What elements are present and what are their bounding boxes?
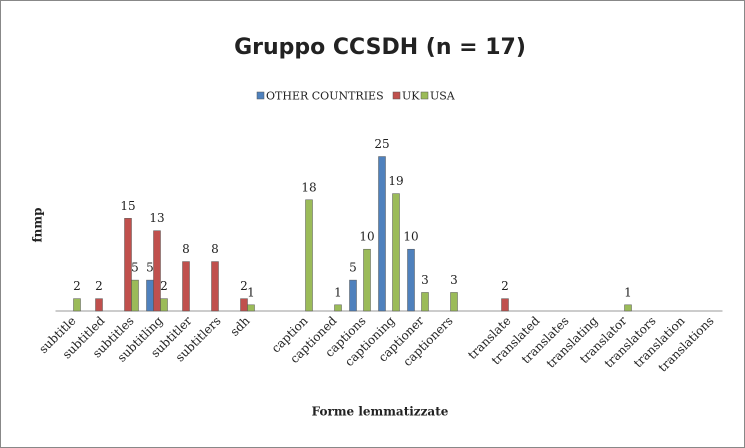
bar: [124, 218, 132, 312]
bar: [421, 292, 429, 312]
bar: [153, 230, 161, 312]
bar: [95, 298, 103, 312]
data-label: 5: [131, 261, 139, 275]
data-label: 3: [450, 273, 458, 287]
x-axis-label: Forme lemmatizzate: [312, 405, 449, 419]
data-label: 2: [240, 279, 248, 293]
bar: [73, 298, 81, 312]
legend-label: USA: [430, 90, 456, 103]
data-label: 2: [95, 279, 103, 293]
bar: [349, 279, 357, 312]
data-label: 1: [247, 285, 255, 299]
data-label: 2: [160, 279, 168, 293]
bar: [450, 292, 458, 312]
legend-label: OTHER COUNTRIES: [266, 90, 384, 103]
data-label: 1: [624, 285, 632, 299]
legend-swatch: [256, 91, 265, 100]
bar: [240, 298, 248, 312]
data-label: 15: [120, 199, 135, 213]
data-label: 13: [149, 211, 164, 225]
bar: [378, 156, 386, 312]
bar: [624, 304, 632, 312]
data-label: 19: [388, 174, 403, 188]
legend-swatch: [420, 91, 429, 100]
bar: [182, 261, 190, 312]
data-label: 2: [73, 279, 81, 293]
bar: [247, 304, 255, 312]
bar: [334, 304, 342, 312]
legend-swatch: [392, 91, 401, 100]
data-label: 25: [374, 137, 389, 151]
data-label: 8: [182, 242, 190, 256]
data-label: 5: [349, 261, 357, 275]
data-label: 3: [421, 273, 429, 287]
bar: [146, 279, 154, 312]
legend-label: UK: [402, 90, 420, 103]
y-axis-label: fnmp: [31, 208, 45, 243]
bar: [501, 298, 509, 312]
data-label: 5: [146, 261, 154, 275]
data-label: 2: [501, 279, 509, 293]
bar: [131, 279, 139, 312]
bar: [392, 193, 400, 312]
bar: [211, 261, 219, 312]
bar: [305, 199, 313, 312]
data-label: 18: [301, 180, 316, 194]
bar: [407, 248, 415, 312]
chart-title: Gruppo CCSDH (n = 17): [234, 35, 526, 60]
bar: [363, 248, 371, 312]
data-label: 10: [403, 230, 418, 244]
data-label: 10: [359, 230, 374, 244]
bar: [160, 298, 168, 312]
data-label: 1: [334, 285, 342, 299]
data-label: 8: [211, 242, 219, 256]
